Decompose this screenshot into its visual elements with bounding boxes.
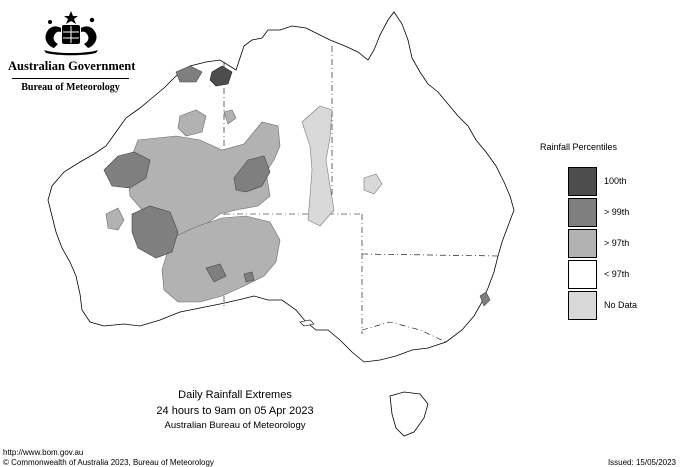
legend-label: < 97th <box>604 269 630 279</box>
caption-source: Australian Bureau of Meteorology <box>164 420 306 431</box>
kangaroo-island-outline <box>299 319 315 327</box>
government-title: Australian Government <box>8 59 136 73</box>
footer-copyright: © Commonwealth of Australia 2023, Bureau… <box>3 458 214 467</box>
caption-period: 24 hours to 9am on 05 Apr 2023 <box>156 405 314 417</box>
region-99th-tiny-south <box>243 271 255 283</box>
legend-item-99th: > 99th <box>540 198 650 229</box>
caption-title: Daily Rainfall Extremes <box>178 389 292 401</box>
region-100th-top-end <box>209 65 233 87</box>
region-97th-north-patch <box>223 109 237 125</box>
tasmania-outline <box>389 391 429 437</box>
legend-swatch <box>568 260 597 289</box>
region-99th-south <box>205 263 227 283</box>
region-97th-qld-patch <box>363 173 383 195</box>
header-divider <box>12 78 129 79</box>
region-97th-kimberley-patch <box>177 109 207 137</box>
legend-label: > 97th <box>604 238 630 248</box>
legend-label: 100th <box>604 176 627 186</box>
state-border-qld-nsw <box>361 253 499 257</box>
region-97th-west-coast-patch <box>105 207 125 231</box>
state-border-nsw-vic <box>361 321 447 343</box>
region-99th-nsw-coast <box>479 291 491 307</box>
legend-item-below-97th: < 97th <box>540 260 650 291</box>
legend-title: Rainfall Percentiles <box>540 142 618 152</box>
region-99th-central <box>233 155 271 193</box>
coat-of-arms-icon <box>43 11 98 56</box>
legend-swatch <box>568 229 597 258</box>
bureau-title: Bureau of Meteorology <box>21 82 120 93</box>
legend: Rainfall Percentiles 100th > 99th > 97th… <box>540 142 650 322</box>
region-97th-western <box>127 121 281 237</box>
legend-item-no-data: No Data <box>540 291 650 322</box>
legend-label: No Data <box>604 300 638 310</box>
legend-item-100th: 100th <box>540 167 650 198</box>
region-99th-kimberley <box>175 65 203 83</box>
australia-mainland-outline <box>47 11 515 363</box>
region-99th-goldfields <box>131 205 179 259</box>
map-caption: Daily Rainfall Extremes 24 hours to 9am … <box>110 387 360 433</box>
legend-swatch <box>568 167 597 196</box>
region-97th-nt-band <box>301 105 335 227</box>
region-99th-pilbara <box>103 151 151 189</box>
header-logo-block: Australian Government Bureau of Meteorol… <box>8 10 136 93</box>
legend-label: > 99th <box>604 207 630 217</box>
legend-swatch <box>568 291 597 320</box>
legend-swatch <box>568 198 597 227</box>
footer-url-link[interactable]: http://www.bom.gov.au <box>3 448 84 457</box>
footer-issued-date: Issued: 15/05/2023 <box>607 458 676 467</box>
legend-item-97th: > 97th <box>540 229 650 260</box>
